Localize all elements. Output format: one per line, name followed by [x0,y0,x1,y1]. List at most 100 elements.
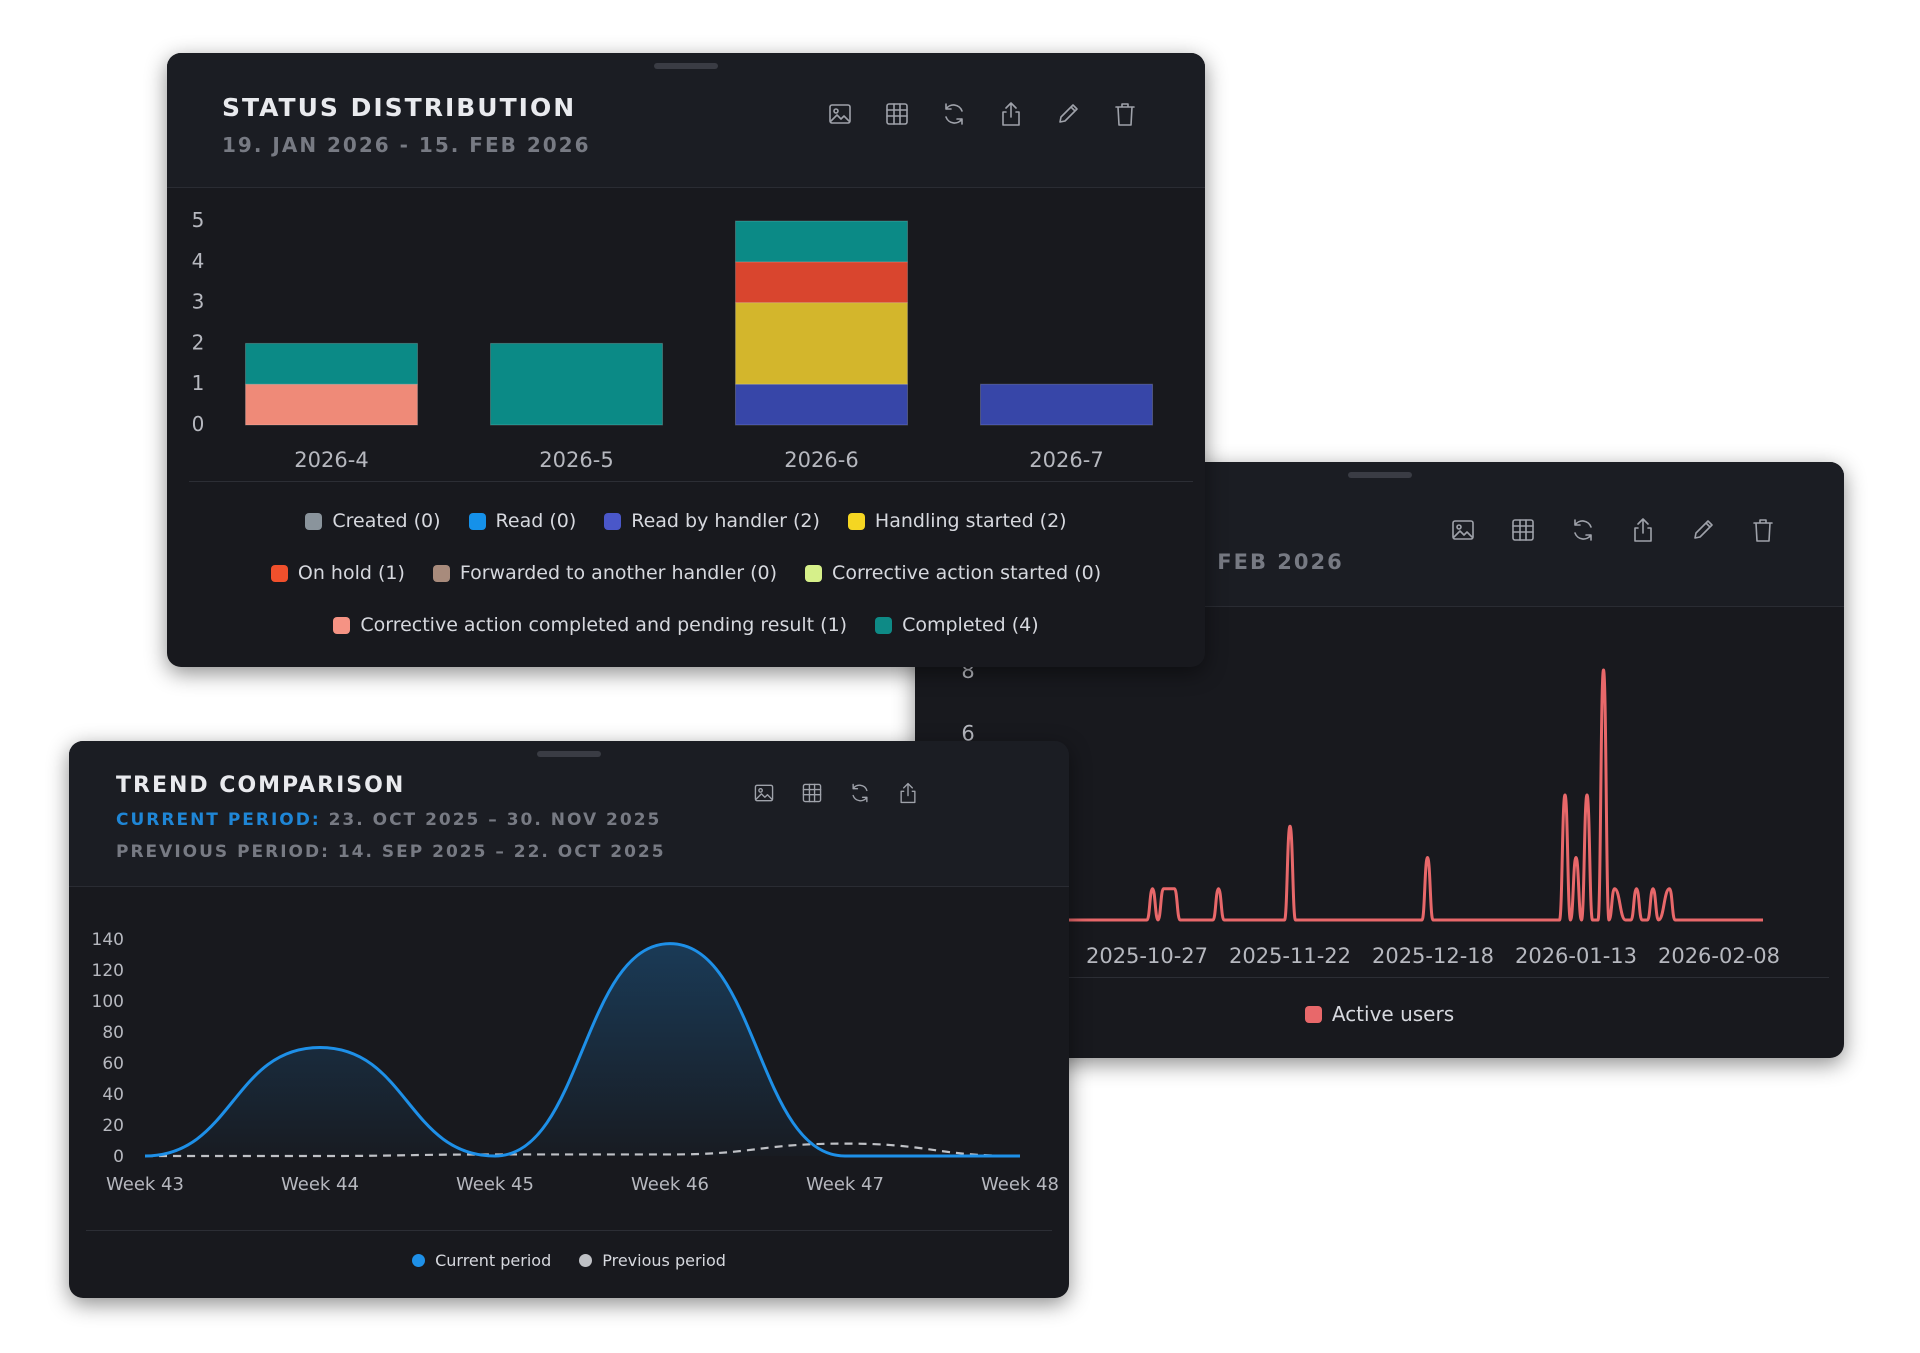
legend-item[interactable]: Current period [412,1251,551,1270]
table-icon[interactable] [1509,516,1537,544]
legend-label: Corrective action started (0) [832,562,1102,584]
legend-label: Read (0) [495,510,577,532]
legend-label: Corrective action completed and pending … [360,614,848,636]
refresh-icon[interactable] [1569,516,1597,544]
bar-segment[interactable] [735,383,908,426]
panel-subtitle: . FEB 2026 [1198,550,1344,574]
current-period-label: CURRENT PERIOD: [116,810,321,830]
legend-swatch [604,512,622,530]
panel-toolbar [826,100,1168,128]
legend-swatch [432,564,450,582]
x-tick-label: 2025-10-27 [1086,944,1208,968]
y-tick-label: 2 [192,330,205,354]
legend-item[interactable]: Forwarded to another handler (0) [432,562,777,584]
legend-swatch [805,564,823,582]
trend-comparison-chart: 0 20 40 60 80 100 120 140 Week 43 Week 44 Week 45 W… [92,930,1059,1195]
legend-swatch [412,1254,426,1267]
legend-item[interactable]: Corrective action completed and pending … [333,614,847,636]
legend-label: Created (0) [332,510,441,532]
panel-toolbar [1449,516,1809,544]
delete-icon[interactable] [1749,516,1777,544]
y-tick-label: 60 [102,1054,124,1074]
legend-item[interactable]: Read by handler (2) [604,510,820,532]
legend-item[interactable]: Read (0) [468,510,577,532]
legend-divider [189,481,1193,482]
bar-segment[interactable] [245,383,418,426]
y-tick-label: 80 [102,1023,124,1043]
x-tick-label: 2026-5 [539,448,613,472]
image-icon[interactable] [1449,516,1477,544]
x-tick-label: 2026-01-13 [1515,944,1637,968]
y-tick-label: 0 [113,1147,124,1167]
status-distribution-panel: STATUS DISTRIBUTION 19. JAN 2026 - 15. F… [167,53,1205,667]
edit-icon[interactable] [1689,516,1717,544]
bar-segment[interactable] [735,261,908,304]
legend-swatch [1304,1005,1322,1023]
y-tick-label: 100 [92,992,124,1012]
bar-segment[interactable] [245,342,418,385]
legend-swatch [847,512,865,530]
image-icon[interactable] [826,100,854,128]
active-users-line[interactable] [1003,668,1763,922]
y-tick-label: 3 [192,290,205,314]
active-users-panel: . FEB 2026 024682025-10-012025-10-272025… [915,462,1844,1058]
y-tick-label: 140 [92,930,124,950]
delete-icon[interactable] [1111,100,1139,128]
drag-handle[interactable] [654,63,718,69]
share-icon[interactable] [896,781,920,805]
bar-segment[interactable] [735,302,908,385]
x-tick-label: Week 48 [981,1174,1059,1195]
legend-swatch [333,616,351,634]
previous-period-line[interactable] [145,1142,1021,1158]
bar-segment[interactable] [490,342,663,426]
x-tick-label: 2026-4 [294,448,368,472]
legend-item[interactable]: On hold (1) [270,562,405,584]
legend-item[interactable]: Handling started (2) [847,510,1067,532]
y-tick-label: 0 [192,412,205,436]
legend-item[interactable]: Previous period [579,1251,726,1270]
trend-legend: Current period Previous period [69,1251,1069,1270]
x-tick-label: Week 46 [631,1174,709,1195]
refresh-icon[interactable] [848,781,872,805]
table-icon[interactable] [800,781,824,805]
legend-label: Active users [1331,1002,1455,1026]
legend-item[interactable]: Corrective action started (0) [805,562,1101,584]
refresh-icon[interactable] [940,100,968,128]
legend-label: Current period [435,1251,552,1270]
bar-segment[interactable] [735,220,908,263]
x-tick-label: Week 43 [106,1174,184,1195]
current-period-line[interactable] [144,942,1020,1158]
y-tick-label: 4 [192,249,205,273]
panel-header [69,741,1069,887]
panel-header [167,53,1205,188]
previous-period-range: 14. SEP 2025 – 22. OCT 2025 [337,842,666,862]
share-icon[interactable] [1629,516,1657,544]
legend-item[interactable]: Created (0) [305,510,441,532]
edit-icon[interactable] [1054,100,1082,128]
x-tick-label: Week 45 [456,1174,534,1195]
x-tick-label: 2025-11-22 [1229,944,1351,968]
legend-swatch [468,512,486,530]
status-distribution-chart: 0 1 2 3 4 5 2026-4 2026-5 2026-6 2026-7 [192,208,1153,472]
x-tick-label: Week 47 [806,1174,884,1195]
share-icon[interactable] [997,100,1025,128]
panel-subtitle: 19. JAN 2026 - 15. FEB 2026 [222,133,591,157]
drag-handle[interactable] [537,751,601,757]
image-icon[interactable] [752,781,776,805]
legend-divider [86,1230,1052,1231]
y-tick-label: 5 [192,208,205,232]
previous-period-label: PREVIOUS PERIOD: [116,842,330,862]
legend-label: On hold (1) [297,562,405,584]
status-legend-row: Created (0) Read (0) Read by handler (2) Ha… [167,510,1205,532]
panel-title: TREND COMPARISON [116,773,406,798]
y-tick-label: 1 [192,371,205,395]
panel-toolbar [752,781,944,805]
drag-handle[interactable] [1347,472,1412,478]
table-icon[interactable] [883,100,911,128]
legend-swatch [875,616,893,634]
legend-item[interactable]: Active users [1304,1002,1455,1026]
bar-segment[interactable] [980,383,1153,426]
x-tick-label: Week 44 [281,1174,359,1195]
legend-item[interactable]: Completed (4) [875,614,1039,636]
y-tick-label: 40 [102,1085,124,1105]
